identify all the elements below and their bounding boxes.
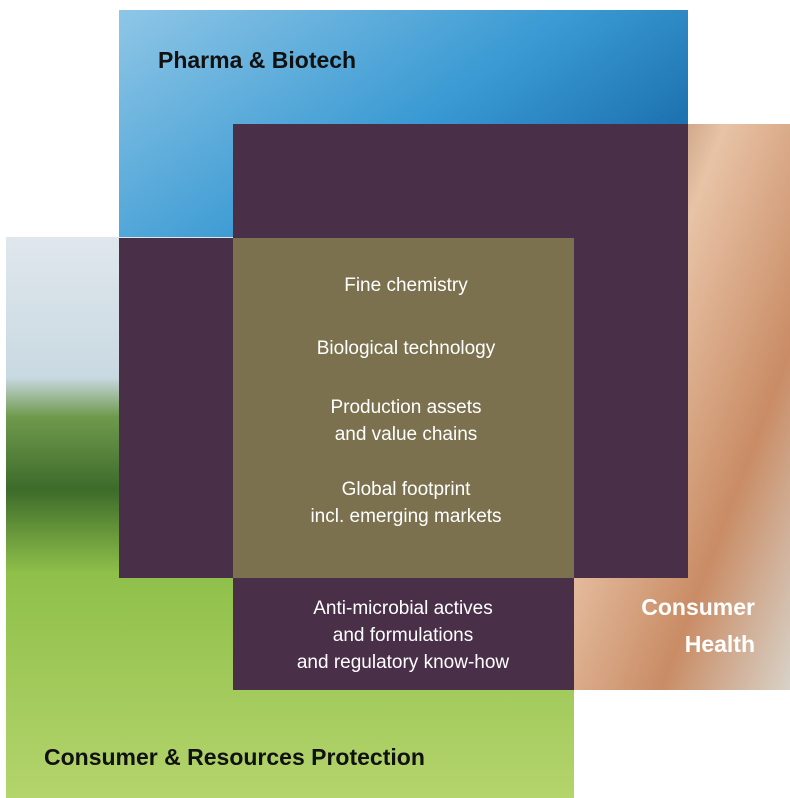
segment-label: Health xyxy=(685,631,755,657)
segment-label: Pharma & Biotech xyxy=(158,47,356,73)
base-text: Anti-microbial actives xyxy=(313,598,493,619)
competence: Production assets xyxy=(330,397,481,418)
competence: and value chains xyxy=(335,424,478,445)
competence: Biological technology xyxy=(317,338,496,359)
olive-core xyxy=(233,238,574,578)
base-text: and formulations xyxy=(333,625,473,646)
base-text: and regulatory know-how xyxy=(297,652,510,673)
segment-label: Consumer & Resources Protection xyxy=(44,744,425,770)
competence: Fine chemistry xyxy=(344,275,468,296)
competence: Global footprint xyxy=(342,479,472,500)
competence: incl. emerging markets xyxy=(310,506,501,527)
segment-label: Consumer xyxy=(641,594,755,620)
